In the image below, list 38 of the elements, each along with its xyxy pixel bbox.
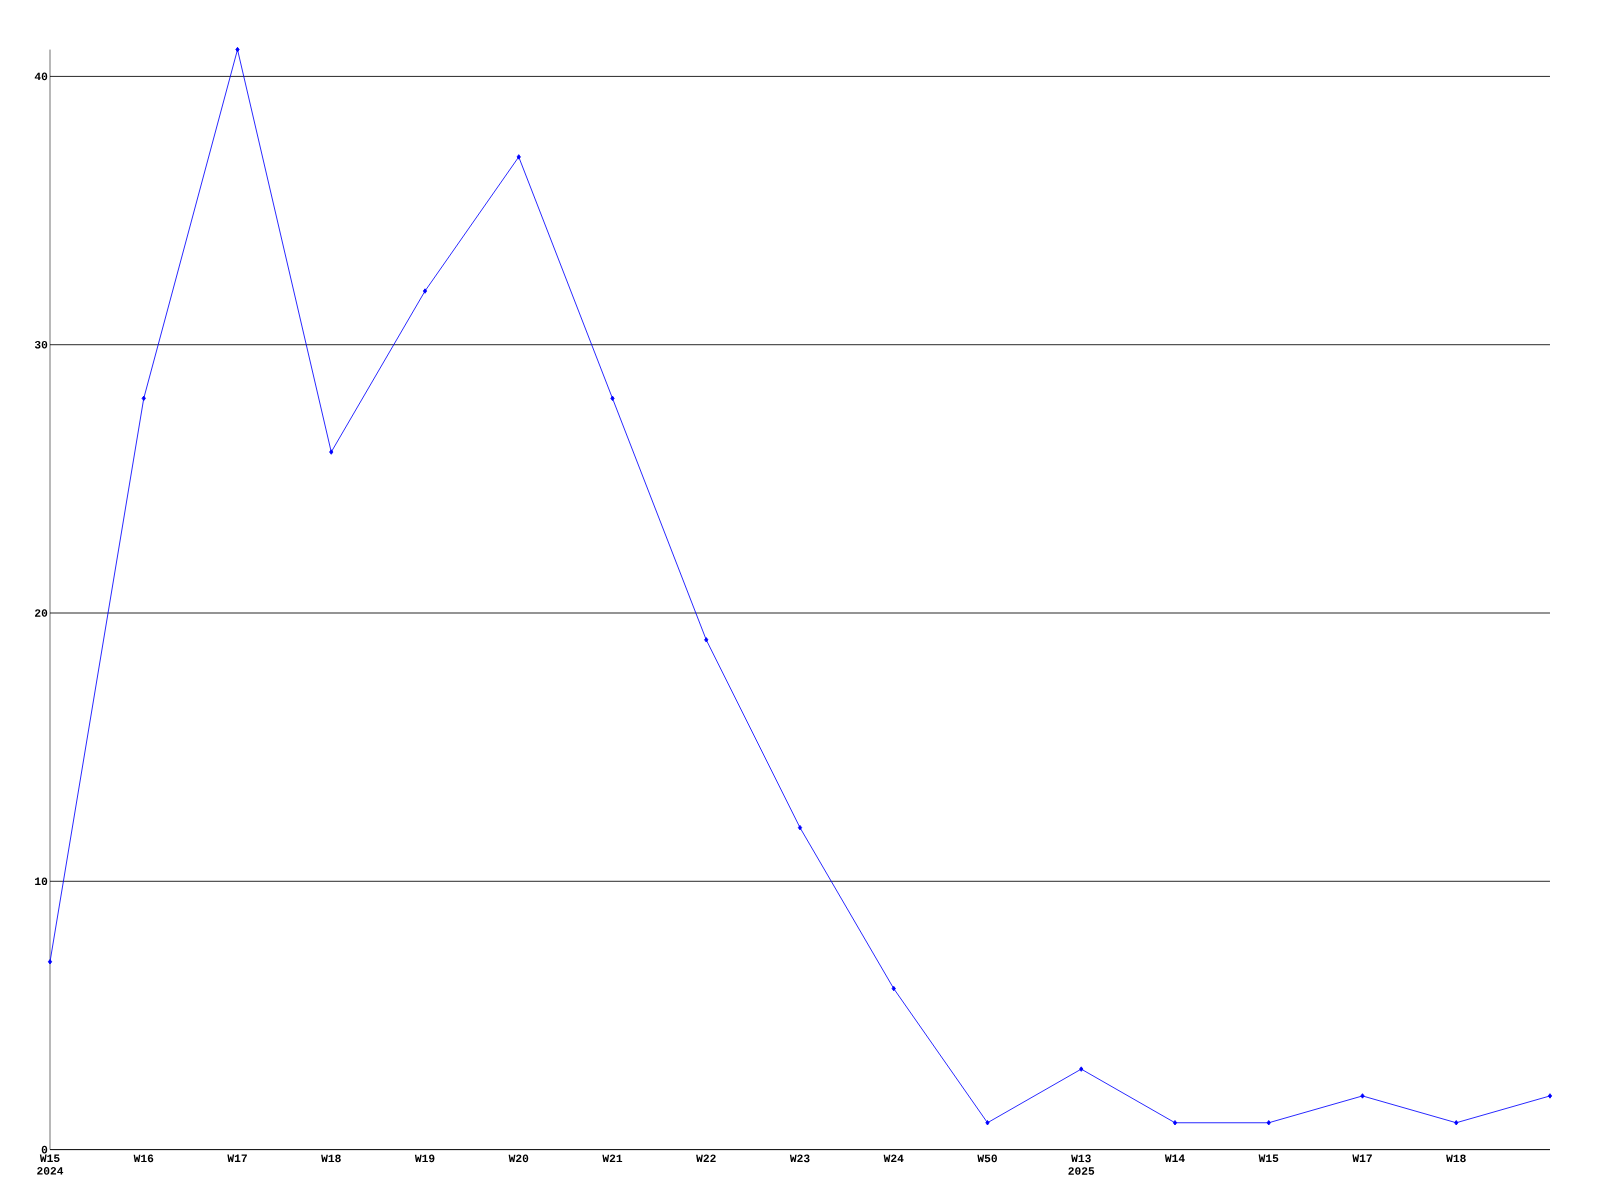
x-tick-label: W18 [1446,1154,1466,1163]
point [1454,1120,1459,1126]
x-tick-label: W20 [508,1154,529,1163]
x-tick-label: W15 2024 [37,1154,64,1175]
point [610,395,615,402]
y-tick-label: 20 [35,609,48,617]
point [891,985,896,992]
point [141,395,146,402]
x-tick-label: W14 [1164,1154,1185,1162]
point [516,154,521,160]
y-tick-label: 10 [35,877,48,886]
x-tick-label: W18 [321,1154,341,1163]
x-tick-label: W17 [227,1154,247,1162]
y-tick-label: 0 [41,1145,48,1154]
x-tick-label: W22 [696,1154,716,1163]
x-tick-label: W21 [602,1154,623,1163]
x-tick-label: W17 [1352,1154,1372,1162]
point [1360,1093,1365,1099]
x-tick-label: W24 [883,1154,904,1163]
x-tick-label: W13 2025 [1068,1154,1095,1175]
x-tick-label: W16 [133,1154,154,1163]
point [797,824,803,831]
y-tick-label: 40 [34,72,48,81]
x-tick-label: W23 [789,1154,810,1163]
point [1266,1120,1271,1126]
x-tick-label: W15 [1258,1154,1279,1163]
point [47,959,53,965]
x-tick-label: W50 [977,1154,997,1163]
point [1547,1093,1553,1099]
point [235,46,240,53]
point [1079,1066,1084,1072]
point [329,449,334,455]
y-tick-label: 30 [34,340,48,349]
point [985,1120,990,1126]
x-tick-label: W19 [414,1154,435,1163]
point [1172,1120,1178,1126]
point [704,637,709,643]
point [422,288,428,294]
